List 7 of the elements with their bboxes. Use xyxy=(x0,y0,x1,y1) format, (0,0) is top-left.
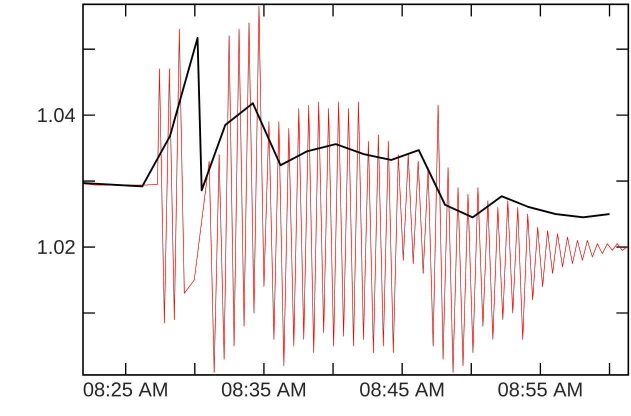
line-series xyxy=(83,6,628,373)
y-tick-label: 1.04 xyxy=(38,108,76,122)
x-tick-label: 08:35 AM xyxy=(222,382,306,397)
x-tick-label: 08:45 AM xyxy=(360,382,444,397)
x-tick-label: 08:25 AM xyxy=(84,382,167,397)
y-tick-label: 1.02 xyxy=(38,240,75,254)
x-tick-label: 08:55 AM xyxy=(498,382,582,397)
